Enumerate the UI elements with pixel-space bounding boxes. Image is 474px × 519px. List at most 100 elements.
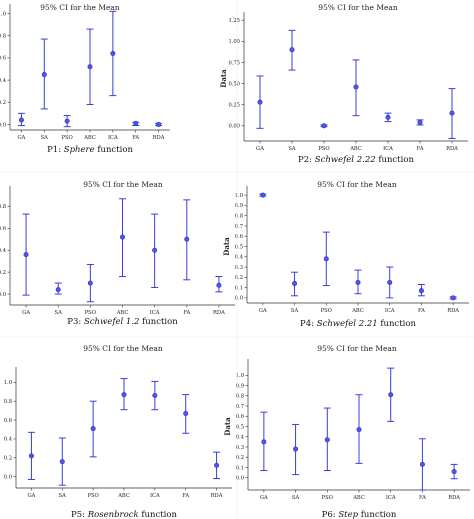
mean-point-ica bbox=[152, 393, 158, 399]
panel-caption: P5: Rosenbrock function bbox=[71, 510, 177, 519]
mean-point-ga bbox=[28, 453, 34, 459]
caption-suffix: function bbox=[139, 510, 178, 519]
y-tick-label: 0.6 bbox=[4, 418, 12, 424]
mean-point-abc bbox=[87, 64, 93, 70]
panel-caption: P1: Sphere function bbox=[47, 145, 133, 155]
y-tick-label: 0.75 bbox=[228, 60, 240, 66]
y-tick-label: 1.0 bbox=[236, 373, 244, 379]
y-tick-label: 0.3 bbox=[235, 265, 243, 271]
mean-point-rda bbox=[451, 469, 457, 475]
mean-point-ica bbox=[387, 279, 393, 285]
mean-point-sa bbox=[59, 459, 65, 465]
x-tick-label-fa: FA bbox=[132, 135, 139, 141]
x-tick-label-ga: GA bbox=[27, 493, 35, 499]
y-tick-label: 0.9 bbox=[235, 203, 243, 209]
caption-prefix: P1: bbox=[47, 145, 64, 155]
mean-point-ga bbox=[260, 192, 266, 198]
x-tick-label-sa: SA bbox=[59, 493, 67, 499]
y-tick-label: 1.25 bbox=[228, 18, 240, 24]
chart-panel-3: 95% CI for the Mean Data 0.0 0.2 0.4 0.6 0.8 GA… bbox=[0, 180, 235, 327]
y-axis-label: Data bbox=[223, 417, 232, 436]
x-tick-label-ica: ICA bbox=[150, 310, 160, 316]
panel-title: 95% CI for the Mean bbox=[83, 180, 163, 189]
x-tick-label-pso: PSO bbox=[322, 495, 333, 501]
caption-suffix: function bbox=[378, 319, 417, 329]
y-tick-label: 0.2 bbox=[236, 455, 244, 461]
x-tick-label-fa: FA bbox=[183, 310, 190, 316]
y-tick-label: 1.0 bbox=[0, 11, 6, 17]
x-tick-label-ica: ICA bbox=[150, 493, 160, 499]
x-tick-label-ica: ICA bbox=[383, 146, 393, 152]
panel-title: 95% CI for the Mean bbox=[317, 180, 397, 189]
y-tick-label: 0.2 bbox=[0, 270, 6, 276]
x-tick-label-ga: GA bbox=[256, 146, 264, 152]
panel-caption: P6: Step function bbox=[322, 510, 397, 519]
panel-caption: P2: Schwefel 2.22 function bbox=[298, 155, 414, 165]
x-tick-label-ga: GA bbox=[17, 135, 25, 141]
y-tick-label: 0.00 bbox=[228, 124, 240, 130]
y-tick-label: 0.0 bbox=[0, 292, 6, 298]
y-tick-label: 0.1 bbox=[235, 285, 243, 291]
y-tick-label: 0.5 bbox=[235, 244, 243, 250]
y-tick-label: 0.1 bbox=[236, 465, 244, 471]
mean-point-sa bbox=[292, 280, 298, 286]
caption-prefix: P6: bbox=[322, 510, 339, 519]
x-tick-label-rda: RDA bbox=[213, 310, 225, 316]
x-tick-label-pso: PSO bbox=[318, 146, 329, 152]
x-tick-label-rda: RDA bbox=[153, 135, 165, 141]
mean-point-sa bbox=[41, 72, 47, 78]
mean-point-abc bbox=[353, 84, 359, 90]
mean-point-pso bbox=[90, 426, 96, 432]
mean-point-pso bbox=[323, 256, 329, 262]
y-tick-label: 0.6 bbox=[236, 414, 244, 420]
mean-point-fa bbox=[418, 288, 424, 294]
mean-point-fa bbox=[184, 236, 190, 242]
y-tick-label: 0.2 bbox=[235, 275, 243, 281]
mean-point-fa bbox=[417, 119, 423, 125]
x-tick-label-abc: ABC bbox=[352, 495, 365, 501]
y-tick-label: 0.0 bbox=[0, 122, 6, 128]
caption-function-name: Rosenbrock bbox=[87, 510, 139, 519]
y-tick-label: 1.0 bbox=[235, 193, 243, 199]
mean-point-rda bbox=[450, 295, 456, 301]
y-tick-label: 0.6 bbox=[0, 226, 6, 232]
caption-suffix: function bbox=[139, 317, 178, 327]
x-tick-label-fa: FA bbox=[182, 493, 189, 499]
y-tick-label: 0.8 bbox=[235, 213, 243, 219]
caption-suffix: function bbox=[376, 155, 415, 165]
y-tick-label: 0.0 bbox=[4, 474, 12, 480]
x-tick-label-ga: GA bbox=[22, 310, 30, 316]
caption-prefix: P5: bbox=[71, 510, 88, 519]
mean-point-sa bbox=[293, 446, 299, 452]
y-tick-label: 0.4 bbox=[235, 255, 244, 261]
panel-title: 95% CI for the Mean bbox=[83, 344, 163, 353]
x-tick-label-sa: SA bbox=[291, 308, 299, 314]
y-tick-label: 1.0 bbox=[4, 380, 12, 386]
y-tick-label: 0.25 bbox=[228, 102, 240, 108]
mean-point-abc bbox=[356, 427, 362, 433]
y-tick-label: 0.4 bbox=[236, 435, 245, 441]
x-tick-label-abc: ABC bbox=[117, 493, 130, 499]
y-tick-label: 1.00 bbox=[228, 39, 240, 45]
caption-function-name: Sphere bbox=[64, 145, 95, 155]
x-tick-label-pso: PSO bbox=[85, 310, 96, 316]
mean-point-ica bbox=[110, 50, 116, 56]
x-tick-label-sa: SA bbox=[55, 310, 63, 316]
caption-function-name: Schwefel 2.22 bbox=[315, 155, 376, 165]
mean-point-ica bbox=[385, 114, 391, 120]
mean-point-ica bbox=[152, 247, 158, 253]
y-tick-label: 0.2 bbox=[4, 456, 12, 462]
y-tick-label: 0.4 bbox=[0, 248, 7, 254]
y-tick-label: 0.8 bbox=[4, 399, 12, 405]
chart-panel-2: 95% CI for the Mean Data 0.00 0.25 0.50 0.75 1… bbox=[219, 3, 468, 165]
mean-point-abc bbox=[121, 392, 127, 398]
x-tick-label-fa: FA bbox=[418, 308, 425, 314]
caption-function-name: Step bbox=[338, 510, 358, 519]
y-tick-label: 0.2 bbox=[0, 100, 6, 106]
mean-point-pso bbox=[321, 123, 327, 129]
x-tick-label-sa: SA bbox=[292, 495, 300, 501]
chart-panel-1: 95% CI for the MeanData0.00.20.40.60.81.… bbox=[0, 3, 170, 155]
x-tick-label-fa: FA bbox=[417, 146, 424, 152]
y-axis-label: Data bbox=[219, 69, 228, 88]
mean-point-ga bbox=[18, 117, 24, 123]
